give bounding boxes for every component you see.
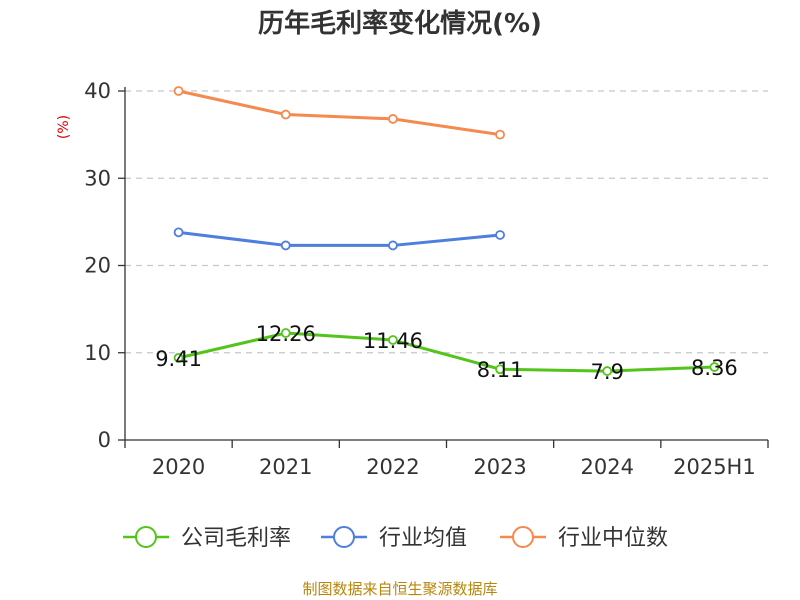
series-line <box>178 89 501 137</box>
x-tick-label: 2023 <box>473 455 526 479</box>
x-tick-label: 2025H1 <box>673 455 756 479</box>
data-point[interactable] <box>495 129 505 140</box>
legend-swatch-marker <box>333 526 355 548</box>
series-line <box>178 230 501 247</box>
data-label: 9.41 <box>155 347 202 371</box>
data-point[interactable] <box>280 328 291 338</box>
data-point[interactable] <box>173 227 184 238</box>
data-label: 8.11 <box>477 358 524 382</box>
chart-title: 历年毛利率变化情况(%) <box>258 8 542 39</box>
data-label: 12.26 <box>256 322 316 346</box>
x-tick-label: 2022 <box>366 455 419 479</box>
y-tick-label: 10 <box>84 341 111 365</box>
legend-item[interactable]: 公司毛利率 <box>123 526 291 551</box>
y-tick-label: 20 <box>84 254 111 278</box>
data-point[interactable] <box>388 114 398 124</box>
data-point[interactable] <box>495 230 505 240</box>
x-tick-label: 2020 <box>152 455 205 479</box>
series-group <box>173 86 720 376</box>
x-tick-label: 2021 <box>259 455 312 479</box>
data-point[interactable] <box>173 352 184 363</box>
data-point[interactable] <box>495 364 505 375</box>
data-point[interactable] <box>173 86 184 96</box>
legend[interactable]: 公司毛利率 行业均值 行业中位数 <box>123 526 668 551</box>
legend-item[interactable]: 行业中位数 <box>500 526 668 551</box>
data-point[interactable] <box>388 335 398 345</box>
series-line <box>178 331 715 373</box>
data-label: 7.9 <box>591 360 624 384</box>
y-tick-label: 40 <box>84 79 111 103</box>
source-note: 制图数据来自恒生聚源数据库 <box>302 580 497 598</box>
data-point[interactable] <box>280 240 291 251</box>
data-label: 8.36 <box>691 356 738 380</box>
axes: 0 10 20 30 40 2020 2021 2022 2023 2024 2025H1 <box>84 79 769 479</box>
y-tick-label: 0 <box>98 428 111 452</box>
data-point[interactable] <box>602 366 613 376</box>
data-label: 11.46 <box>363 329 423 353</box>
grid-lines <box>125 90 768 354</box>
legend-swatch-marker <box>135 526 157 548</box>
legend-item[interactable]: 行业均值 <box>321 526 467 551</box>
legend-label: 公司毛利率 <box>181 526 291 551</box>
data-labels: 9.41 12.26 11.46 8.11 7.9 8.36 <box>155 322 738 384</box>
data-point[interactable] <box>280 109 291 120</box>
data-point[interactable] <box>388 240 398 251</box>
data-point[interactable] <box>709 362 720 372</box>
legend-label: 行业中位数 <box>558 526 668 551</box>
legend-label: 行业均值 <box>379 526 467 551</box>
x-tick-label: 2024 <box>581 455 634 479</box>
y-tick-label: 30 <box>84 166 111 190</box>
legend-swatch-marker <box>512 526 534 548</box>
y-axis-label: (%) <box>56 115 72 139</box>
